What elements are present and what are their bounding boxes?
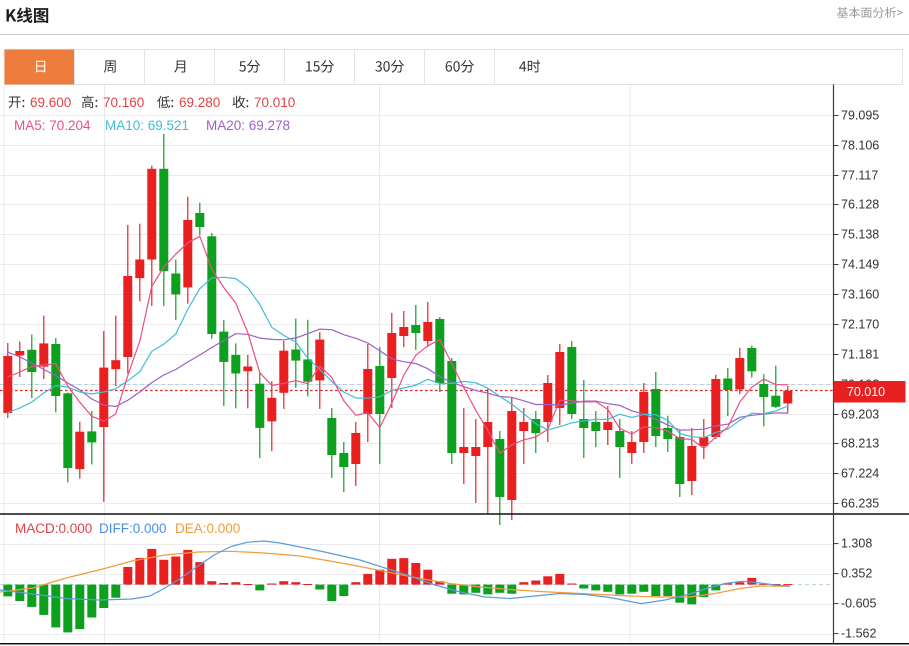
svg-text:78.106: 78.106 bbox=[841, 139, 879, 153]
svg-text:74.149: 74.149 bbox=[841, 258, 879, 272]
svg-text:70.010: 70.010 bbox=[847, 385, 885, 399]
svg-text:69.203: 69.203 bbox=[841, 408, 879, 422]
svg-text:68.213: 68.213 bbox=[841, 437, 879, 451]
svg-text:75.138: 75.138 bbox=[841, 228, 879, 242]
svg-text:79.095: 79.095 bbox=[841, 109, 879, 123]
svg-text:77.117: 77.117 bbox=[841, 169, 878, 183]
svg-text:-1.562: -1.562 bbox=[841, 627, 876, 641]
svg-text:70.160: 70.160 bbox=[103, 95, 144, 110]
svg-text:73.160: 73.160 bbox=[841, 288, 879, 302]
svg-text:72.170: 72.170 bbox=[841, 318, 879, 332]
svg-text:MA10: 69.521: MA10: 69.521 bbox=[105, 118, 189, 133]
svg-text:76.128: 76.128 bbox=[841, 198, 879, 212]
svg-text:67.224: 67.224 bbox=[841, 467, 879, 481]
svg-text:MA5: 70.204: MA5: 70.204 bbox=[14, 118, 91, 133]
svg-text:69.280: 69.280 bbox=[179, 95, 220, 110]
svg-text:70.010: 70.010 bbox=[254, 95, 295, 110]
svg-text:DIFF:0.000: DIFF:0.000 bbox=[99, 521, 167, 536]
svg-text:MA20: 69.278: MA20: 69.278 bbox=[206, 118, 290, 133]
svg-text:1.308: 1.308 bbox=[841, 537, 872, 551]
svg-text:66.235: 66.235 bbox=[841, 497, 879, 511]
svg-text:0.352: 0.352 bbox=[841, 567, 872, 581]
svg-text:DEA:0.000: DEA:0.000 bbox=[175, 521, 240, 536]
svg-text:MACD:0.000: MACD:0.000 bbox=[15, 521, 92, 536]
svg-text:69.600: 69.600 bbox=[30, 95, 71, 110]
svg-text:71.181: 71.181 bbox=[841, 348, 879, 362]
svg-text:-0.605: -0.605 bbox=[841, 597, 876, 611]
